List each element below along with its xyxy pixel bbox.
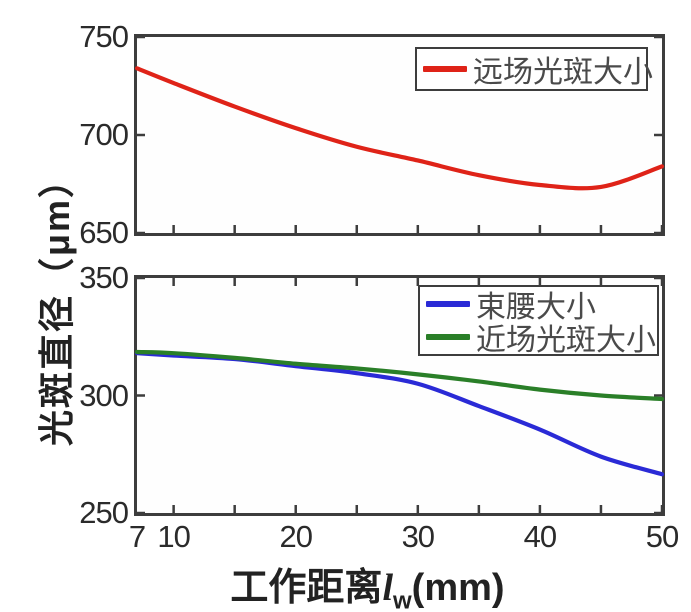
legend-waist-nearfield: 束腰大小 近场光斑大小 xyxy=(418,285,659,357)
top-plot-ytick-labels: 750 700 650 xyxy=(79,19,129,250)
xtick-30: 30 xyxy=(401,519,435,554)
legend-label: 束腰大小 xyxy=(476,291,596,324)
legend-farfield: 远场光斑大小 xyxy=(415,47,653,91)
legend-item: 近场光斑大小 xyxy=(426,321,656,357)
x-axis-label-variable: l xyxy=(382,567,393,609)
xtick-7: 7 xyxy=(128,519,146,554)
legend-label: 近场光斑大小 xyxy=(476,324,656,357)
x-axis-label-subscript: w xyxy=(393,587,412,612)
bottom-plot-area xyxy=(134,276,665,515)
xtick-40: 40 xyxy=(523,519,557,554)
x-axis-tick-labels: 7 10 20 30 40 50 xyxy=(129,519,679,555)
xtick-10: 10 xyxy=(157,519,190,554)
legend-item: 束腰大小 xyxy=(426,288,649,324)
legend-line-swatch xyxy=(423,66,467,72)
legend-label: 远场光斑大小 xyxy=(473,56,653,89)
x-axis-label-text: 工作距离 xyxy=(230,567,383,609)
legend-item: 远场光斑大小 xyxy=(423,53,653,89)
xtick-20: 20 xyxy=(279,519,312,554)
bottom-plot-ytick-labels: 350 300 250 xyxy=(79,260,129,530)
bottom-subplot-waist-nearfield xyxy=(134,275,665,516)
legend-line-swatch xyxy=(426,301,470,307)
top-plot-area xyxy=(134,35,665,235)
x-axis-label-unit: (mm) xyxy=(411,567,505,609)
legend-line-swatch xyxy=(426,334,470,340)
x-axis-label: 工作距离lw(mm) xyxy=(105,556,630,612)
xtick-50: 50 xyxy=(645,519,679,554)
